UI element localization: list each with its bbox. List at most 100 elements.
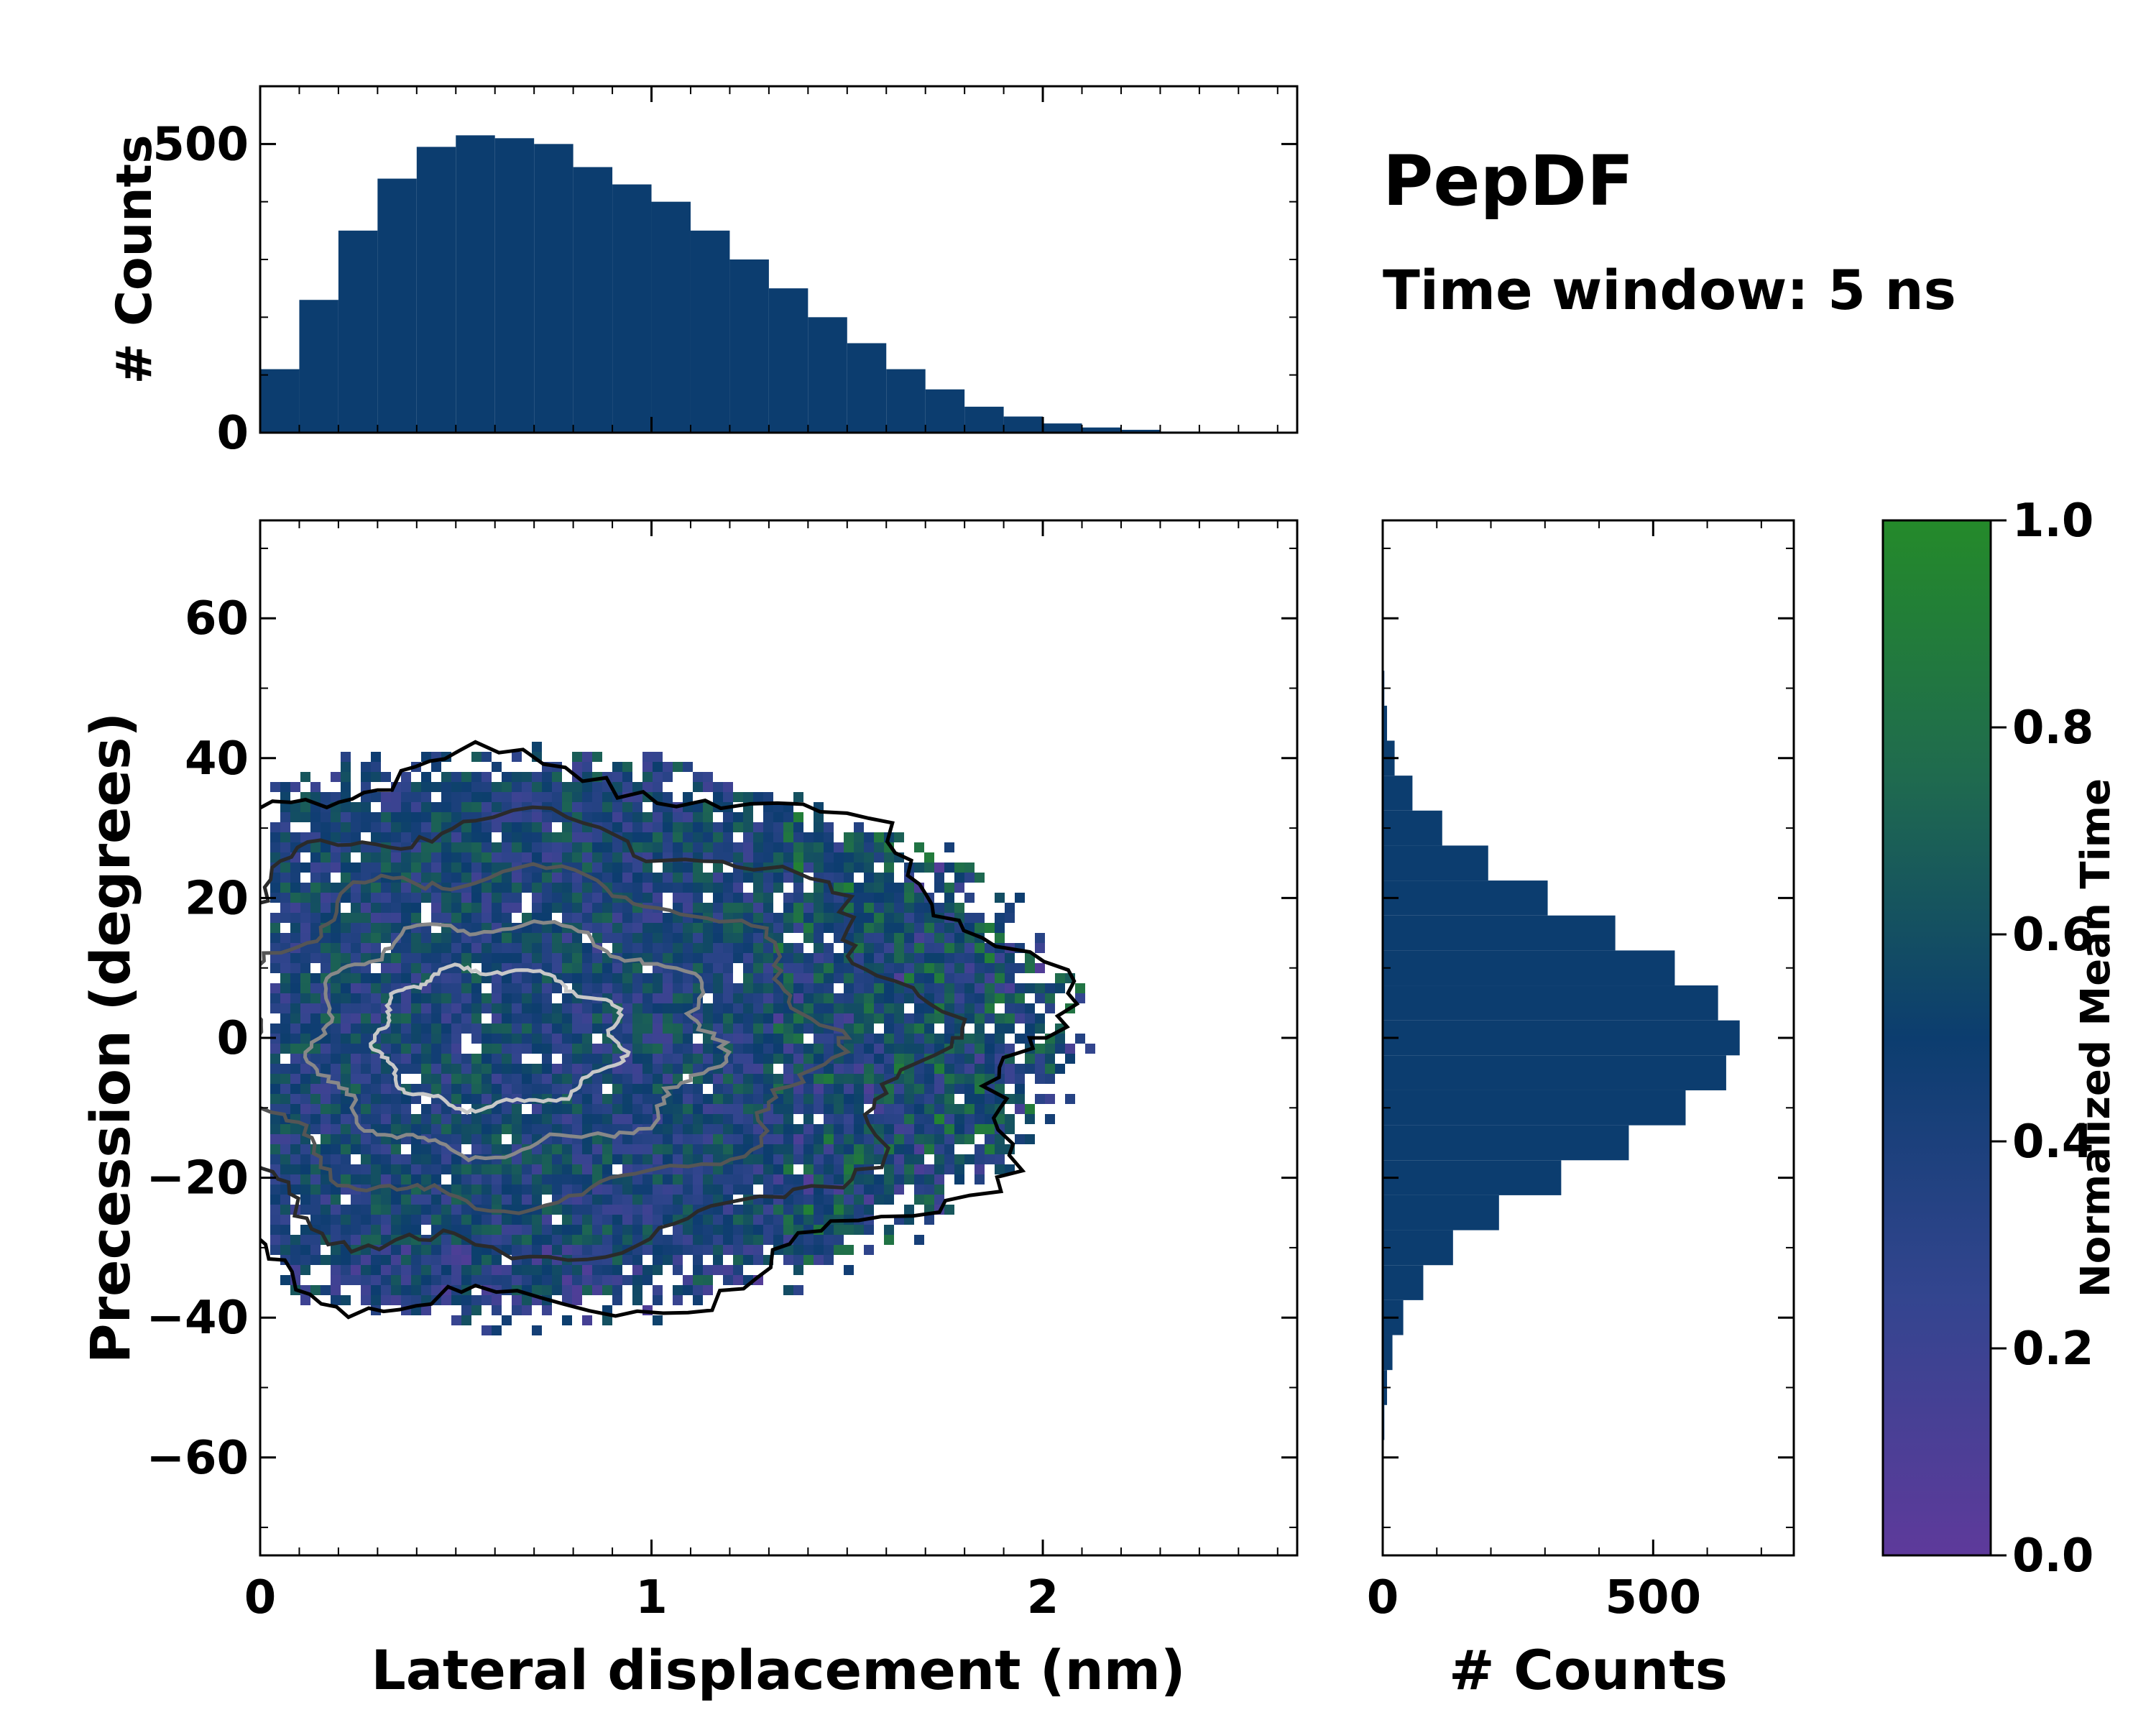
heatmap-cell: [733, 923, 743, 933]
heatmap-cell: [552, 1265, 562, 1275]
heatmap-cell: [693, 1044, 703, 1054]
heatmap-cell: [562, 792, 572, 802]
heatmap-cell: [1025, 1003, 1035, 1013]
main-ytick-label: −20: [146, 1152, 249, 1205]
heatmap-cell: [361, 1174, 371, 1184]
heatmap-cell: [421, 1013, 431, 1024]
heatmap-cell: [582, 1094, 592, 1104]
heatmap-cell: [502, 1215, 512, 1225]
heatmap-cell: [944, 903, 954, 913]
heatmap-cell: [934, 953, 944, 963]
heatmap-cell: [673, 973, 683, 983]
heatmap-cell: [572, 1104, 582, 1114]
heatmap-cell: [532, 983, 542, 993]
heatmap-cell: [864, 883, 874, 893]
heatmap-cell: [673, 1124, 683, 1134]
heatmap-cell: [300, 802, 310, 812]
heatmap-cell: [924, 1104, 934, 1114]
heatmap-cell: [743, 1164, 753, 1174]
heatmap-cell: [431, 1285, 441, 1295]
heatmap-cell: [884, 1184, 894, 1195]
heatmap-cell: [572, 903, 582, 913]
heatmap-cell: [341, 1064, 351, 1074]
heatmap-cell: [502, 1044, 512, 1054]
heatmap-cell: [954, 1084, 964, 1094]
heatmap-cell: [1045, 1114, 1055, 1124]
heatmap-cell: [683, 883, 693, 893]
top-ytick-label: 0: [216, 407, 249, 460]
heatmap-cell: [683, 1154, 693, 1164]
heatmap-cell: [502, 1104, 512, 1114]
right-histogram-xlabel: # Counts: [1449, 1638, 1728, 1702]
heatmap-cell: [572, 1054, 582, 1064]
heatmap-cell: [431, 1104, 441, 1114]
heatmap-cell: [964, 913, 975, 923]
heatmap-cell: [532, 993, 542, 1003]
heatmap-cell: [763, 903, 773, 913]
heatmap-cell: [381, 973, 391, 983]
heatmap-cell: [401, 792, 411, 802]
heatmap-cell: [351, 1265, 361, 1275]
heatmap-cell: [985, 1154, 995, 1164]
heatmap-cell: [441, 1034, 451, 1044]
heatmap-cell: [954, 953, 964, 963]
heatmap-cell: [331, 1195, 341, 1205]
heatmap-cell: [542, 1215, 552, 1225]
heatmap-cell: [310, 842, 321, 852]
heatmap-cell: [411, 1094, 421, 1104]
heatmap-cell: [914, 1195, 924, 1205]
heatmap-cell: [522, 1154, 532, 1164]
heatmap-cell: [602, 1225, 612, 1235]
heatmap-cell: [814, 903, 824, 913]
heatmap-cell: [532, 1325, 542, 1335]
heatmap-cell: [683, 1104, 693, 1114]
heatmap-cell: [321, 1144, 331, 1154]
heatmap-cell: [512, 1074, 522, 1084]
heatmap-cell: [290, 802, 300, 812]
heatmap-cell: [310, 943, 321, 953]
heatmap-cell: [522, 1134, 532, 1144]
heatmap-cell: [642, 1044, 653, 1054]
heatmap-cell: [753, 1215, 763, 1225]
heatmap-cell: [703, 782, 713, 792]
heatmap-cell: [572, 1024, 582, 1034]
heatmap-cell: [834, 852, 844, 862]
heatmap-cell: [944, 983, 954, 993]
heatmap-cell: [492, 1255, 502, 1265]
heatmap-cell: [431, 1164, 441, 1174]
heatmap-cell: [471, 893, 482, 903]
heatmap-cell: [985, 953, 995, 963]
heatmap-cell: [341, 953, 351, 963]
heatmap-cell: [592, 1054, 602, 1064]
heatmap-cell: [401, 832, 411, 842]
heatmap-cell: [421, 1044, 431, 1054]
heatmap-cell: [673, 1195, 683, 1205]
heatmap-cell: [1005, 1074, 1015, 1084]
heatmap-cell: [391, 1255, 401, 1265]
heatmap-cell: [884, 1044, 894, 1054]
heatmap-cell: [733, 1013, 743, 1024]
heatmap-cell: [773, 1054, 783, 1064]
heatmap-cell: [1035, 1064, 1045, 1074]
heatmap-cell: [793, 1044, 803, 1054]
heatmap-cell: [1065, 1094, 1075, 1104]
heatmap-cell: [1025, 963, 1035, 973]
heatmap-cell: [673, 1054, 683, 1064]
heatmap-cell: [723, 1245, 733, 1255]
heatmap-cell: [824, 842, 834, 852]
heatmap-cell: [834, 1124, 844, 1134]
heatmap-cell: [763, 1074, 773, 1084]
heatmap-cell: [753, 903, 763, 913]
heatmap-cell: [975, 1074, 985, 1084]
heatmap-cell: [975, 873, 985, 883]
heatmap-cell: [512, 1054, 522, 1064]
heatmap-cell: [421, 1154, 431, 1164]
heatmap-cell: [673, 1245, 683, 1255]
heatmap-cell: [985, 1104, 995, 1114]
heatmap-cell: [592, 1104, 602, 1114]
heatmap-cell: [562, 852, 572, 862]
heatmap-cell: [562, 1275, 572, 1285]
heatmap-cell: [461, 1164, 471, 1174]
heatmap-cell: [582, 1174, 592, 1184]
heatmap-cell: [602, 1054, 612, 1064]
